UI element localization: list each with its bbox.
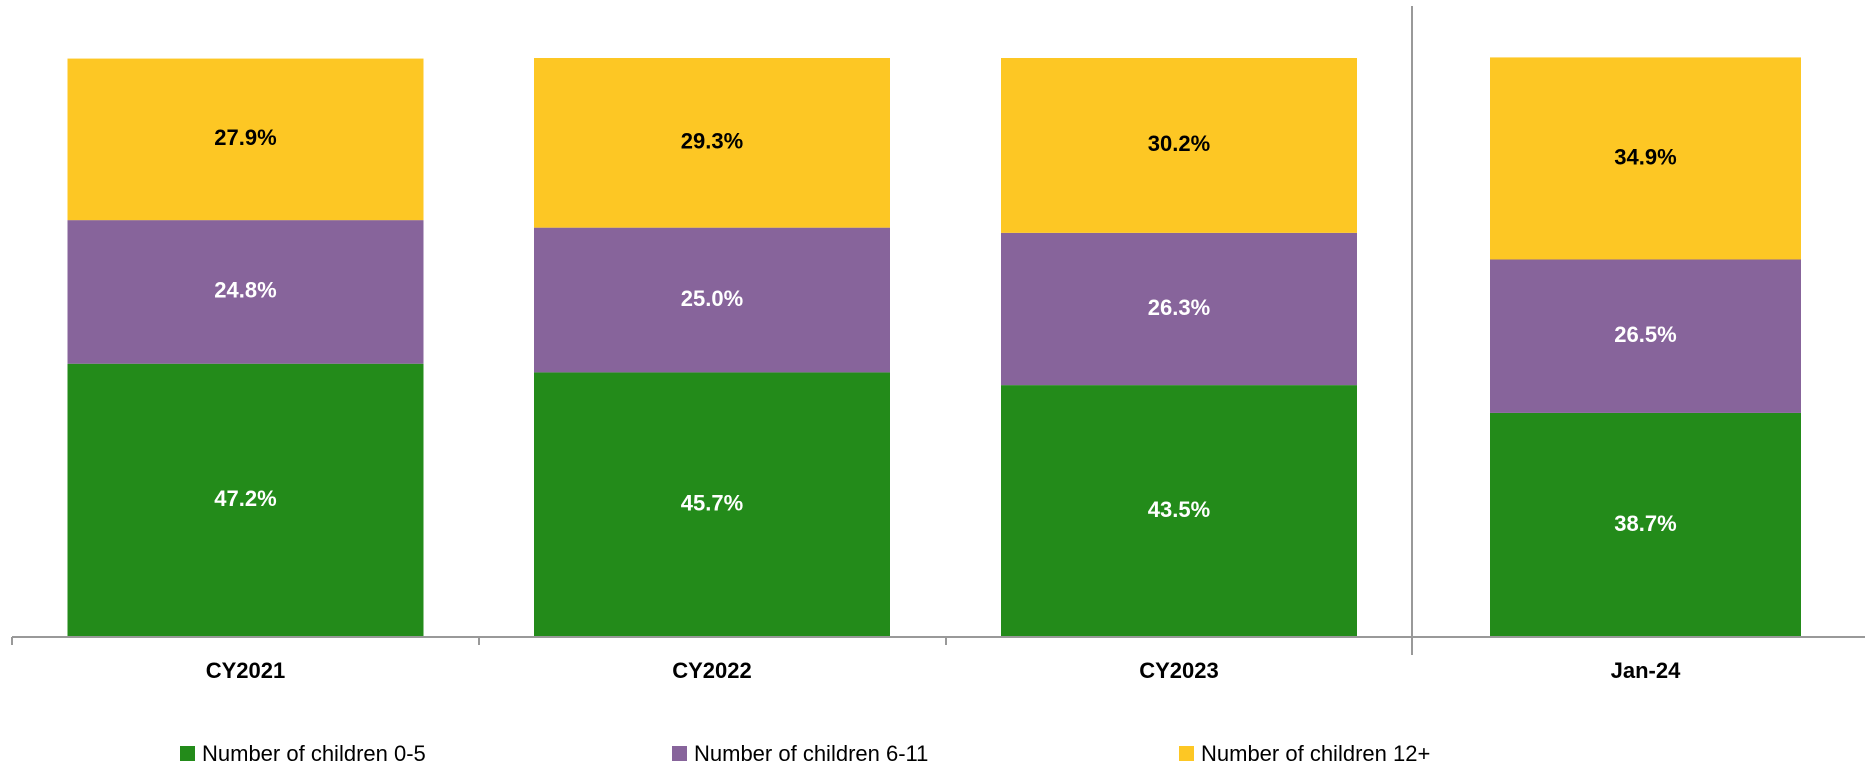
x-tick-label: Jan-24 <box>1611 658 1681 683</box>
legend-label: Number of children 0-5 <box>202 741 426 766</box>
data-label: 24.8% <box>214 278 276 303</box>
bar-segment <box>1001 385 1357 637</box>
legend-swatch <box>1179 746 1194 761</box>
data-label: 43.5% <box>1148 497 1210 522</box>
data-label: 38.7% <box>1614 511 1676 536</box>
bar-segment <box>534 372 890 637</box>
bar-segment <box>534 58 890 228</box>
axes <box>11 6 1865 655</box>
x-tick-label: CY2023 <box>1139 658 1219 683</box>
data-label: 26.5% <box>1614 322 1676 347</box>
legend-swatch <box>180 746 195 761</box>
legend-swatch <box>672 746 687 761</box>
bar-segment <box>1490 259 1801 413</box>
bar-segment <box>67 363 424 637</box>
bar-segment <box>1490 412 1801 637</box>
bar-segment <box>67 220 424 364</box>
legend-label: Number of children 12+ <box>1201 741 1430 766</box>
legend-label: Number of children 6-11 <box>694 741 928 766</box>
data-label: 45.7% <box>681 491 743 516</box>
bar-segment <box>1490 57 1801 260</box>
data-label: 34.9% <box>1614 144 1676 169</box>
x-tick-label: CY2022 <box>672 658 752 683</box>
bar-segment <box>67 58 424 221</box>
data-label: 47.2% <box>214 486 276 511</box>
data-label: 26.3% <box>1148 295 1210 320</box>
bar-segment <box>534 227 890 373</box>
bar-segment <box>1001 58 1357 233</box>
data-label: 25.0% <box>681 286 743 311</box>
bar-segment <box>1001 232 1357 386</box>
data-label: 30.2% <box>1148 131 1210 156</box>
data-label: 29.3% <box>681 129 743 154</box>
data-label: 27.9% <box>214 125 276 150</box>
x-tick-label: CY2021 <box>206 658 286 683</box>
